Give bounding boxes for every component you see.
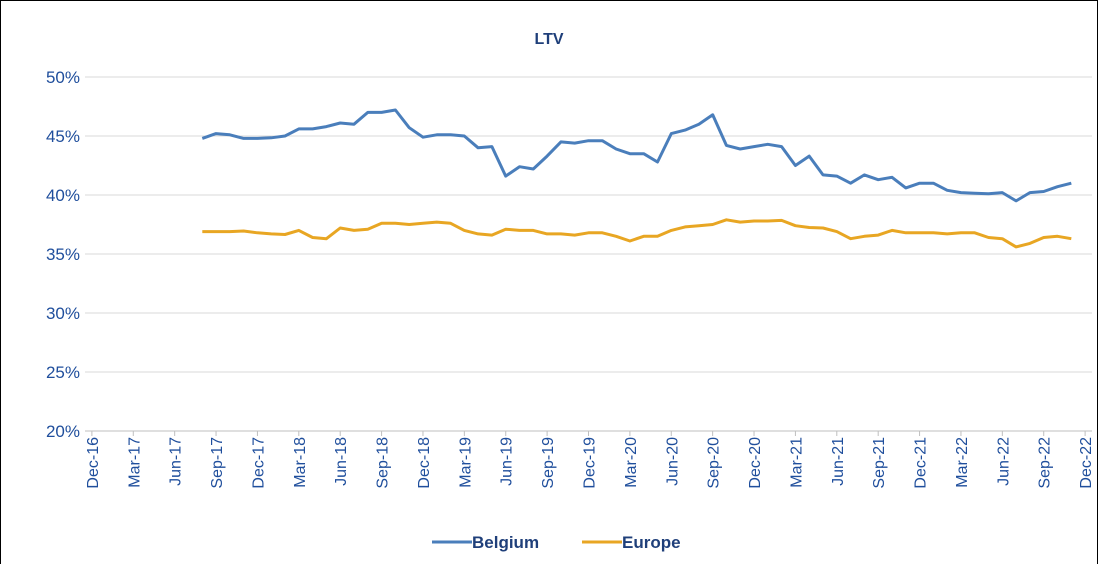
y-tick-label: 20% bbox=[46, 422, 80, 441]
y-tick-label: 30% bbox=[46, 304, 80, 323]
x-tick-label: Jun-19 bbox=[499, 437, 516, 486]
x-tick-label: Jun-22 bbox=[995, 437, 1012, 486]
legend-label: Europe bbox=[622, 533, 681, 552]
y-tick-label: 35% bbox=[46, 245, 80, 264]
x-tick-label: Mar-22 bbox=[954, 437, 971, 488]
x-tick-label: Sep-17 bbox=[209, 437, 226, 489]
y-tick-label: 45% bbox=[46, 127, 80, 146]
x-tick-label: Dec-17 bbox=[250, 437, 267, 489]
x-tick-label: Sep-18 bbox=[375, 437, 392, 489]
x-tick-label: Dec-18 bbox=[416, 437, 433, 489]
x-tick-label: Mar-21 bbox=[788, 437, 805, 488]
y-tick-label: 40% bbox=[46, 186, 80, 205]
x-tick-label: Sep-19 bbox=[540, 437, 557, 489]
line-series bbox=[201, 108, 1072, 203]
x-tick-label: Mar-20 bbox=[623, 437, 640, 488]
x-tick-label: Mar-19 bbox=[457, 437, 474, 488]
x-tick-label: Mar-17 bbox=[126, 437, 143, 488]
x-tick-label: Jun-20 bbox=[664, 437, 681, 486]
legend-label: Belgium bbox=[472, 533, 539, 552]
y-tick-label: 25% bbox=[46, 363, 80, 382]
x-tick-label: Dec-19 bbox=[582, 437, 599, 489]
chart-title: LTV bbox=[534, 31, 563, 48]
x-tick-label: Sep-21 bbox=[871, 437, 888, 489]
x-tick-label: Jun-18 bbox=[333, 437, 350, 486]
x-tick-label: Sep-22 bbox=[1037, 437, 1054, 489]
y-tick-label: 50% bbox=[46, 68, 80, 87]
x-tick-label: Sep-20 bbox=[706, 437, 723, 489]
x-tick-label: Jun-17 bbox=[168, 437, 185, 486]
x-tick-label: Jun-21 bbox=[830, 437, 847, 486]
x-tick-label: Mar-18 bbox=[292, 437, 309, 488]
x-tick-label: Dec-20 bbox=[747, 437, 764, 489]
line-series bbox=[202, 218, 1072, 249]
x-tick-label: Dec-21 bbox=[913, 437, 930, 489]
x-tick-label: Dec-22 bbox=[1078, 437, 1095, 489]
x-tick-label: Dec-16 bbox=[85, 437, 102, 489]
